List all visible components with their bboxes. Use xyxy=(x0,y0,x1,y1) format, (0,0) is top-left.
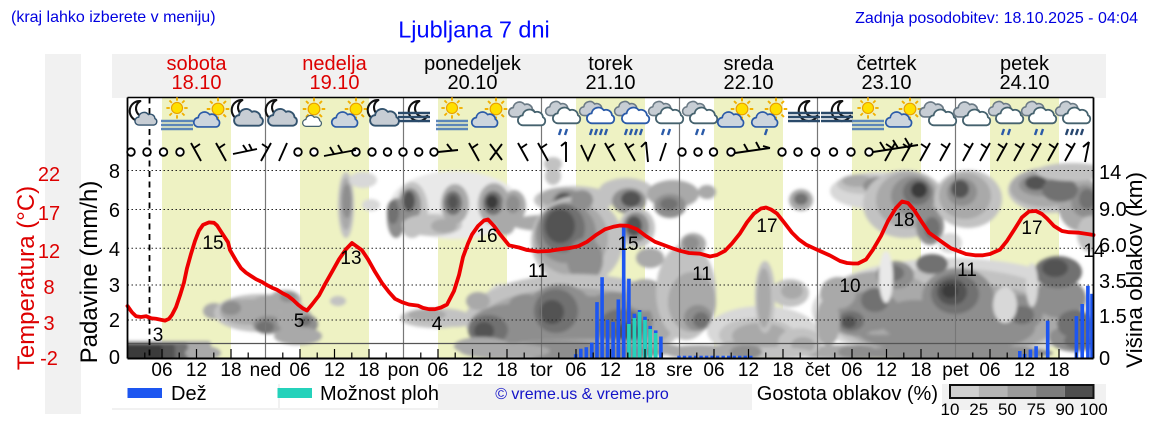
svg-text:06: 06 xyxy=(841,360,862,381)
svg-text:23.10: 23.10 xyxy=(861,72,911,94)
svg-text:6: 6 xyxy=(109,200,120,222)
svg-text:75: 75 xyxy=(1027,400,1046,419)
svg-text:11: 11 xyxy=(957,260,977,281)
svg-text:17: 17 xyxy=(756,216,777,237)
svg-text:12: 12 xyxy=(38,241,60,263)
svg-text:torek: torek xyxy=(588,53,633,75)
svg-text:12: 12 xyxy=(600,360,621,381)
svg-text:1.5: 1.5 xyxy=(1099,306,1127,328)
svg-text:12: 12 xyxy=(186,360,207,381)
svg-text:čet: čet xyxy=(805,360,831,381)
svg-text:90: 90 xyxy=(1055,400,1074,419)
svg-text:3.5: 3.5 xyxy=(1099,271,1127,293)
svg-text:3: 3 xyxy=(109,275,120,297)
svg-text:nedelja: nedelja xyxy=(302,53,367,75)
svg-text:pon: pon xyxy=(388,360,420,381)
svg-text:2: 2 xyxy=(109,310,120,332)
svg-text:18.10: 18.10 xyxy=(171,72,221,94)
svg-text:Padavine (mm/h): Padavine (mm/h) xyxy=(76,181,103,364)
svg-text:9.0: 9.0 xyxy=(1099,199,1127,221)
svg-text:Dež: Dež xyxy=(171,383,207,405)
svg-text:19.10: 19.10 xyxy=(309,72,359,94)
svg-text:100: 100 xyxy=(1079,400,1107,419)
svg-text:18: 18 xyxy=(772,360,793,381)
svg-text:11: 11 xyxy=(528,261,548,282)
svg-text:12: 12 xyxy=(738,360,759,381)
svg-text:0: 0 xyxy=(109,347,120,369)
svg-text:06: 06 xyxy=(289,360,310,381)
svg-text:pet: pet xyxy=(942,360,969,381)
svg-text:15: 15 xyxy=(617,234,638,255)
svg-text:21.10: 21.10 xyxy=(585,72,635,94)
svg-text:18: 18 xyxy=(358,360,379,381)
svg-text:12: 12 xyxy=(1014,360,1035,381)
svg-text:24.10: 24.10 xyxy=(999,72,1049,94)
svg-text:18: 18 xyxy=(1048,360,1069,381)
svg-text:sre: sre xyxy=(666,360,692,381)
svg-text:sreda: sreda xyxy=(723,53,774,75)
svg-text:12: 12 xyxy=(324,360,345,381)
svg-text:06: 06 xyxy=(427,360,448,381)
svg-text:18: 18 xyxy=(893,210,914,231)
svg-text:Ljubljana 7 dni: Ljubljana 7 dni xyxy=(398,17,550,43)
svg-text:13: 13 xyxy=(340,248,361,269)
svg-text:18: 18 xyxy=(910,360,931,381)
svg-text:© vreme.us & vreme.pro: © vreme.us & vreme.pro xyxy=(495,386,669,403)
svg-text:sobota: sobota xyxy=(166,53,227,75)
svg-text:Višina oblakov (km): Višina oblakov (km) xyxy=(1122,172,1147,368)
svg-text:50: 50 xyxy=(998,400,1017,419)
svg-text:4: 4 xyxy=(432,314,443,335)
svg-text:5: 5 xyxy=(294,311,305,332)
svg-text:10: 10 xyxy=(839,276,860,297)
svg-text:petek: petek xyxy=(1000,53,1050,75)
svg-text:20.10: 20.10 xyxy=(447,72,497,94)
svg-text:Možnost ploh: Možnost ploh xyxy=(320,383,439,405)
svg-text:tor: tor xyxy=(530,360,553,381)
svg-text:3: 3 xyxy=(153,325,164,346)
svg-text:06: 06 xyxy=(565,360,586,381)
svg-text:6.0: 6.0 xyxy=(1099,235,1127,257)
svg-text:Temperatura (°C): Temperatura (°C) xyxy=(13,186,40,370)
svg-text:06: 06 xyxy=(151,360,172,381)
svg-text:17: 17 xyxy=(1021,218,1042,239)
svg-text:17: 17 xyxy=(38,203,60,225)
svg-text:14: 14 xyxy=(1099,162,1121,184)
svg-text:12: 12 xyxy=(462,360,483,381)
svg-text:8: 8 xyxy=(109,161,120,183)
svg-text:ponedeljek: ponedeljek xyxy=(424,53,522,75)
svg-text:ned: ned xyxy=(250,360,282,381)
svg-text:16: 16 xyxy=(476,226,497,247)
svg-text:06: 06 xyxy=(703,360,724,381)
svg-text:22.10: 22.10 xyxy=(723,72,773,94)
svg-text:8: 8 xyxy=(43,277,54,299)
svg-text:Zadnja posodobitev: 18.10.2025: Zadnja posodobitev: 18.10.2025 - 04:04 xyxy=(855,10,1138,27)
svg-text:3: 3 xyxy=(43,313,54,335)
svg-text:11: 11 xyxy=(692,264,712,285)
svg-text:18: 18 xyxy=(220,360,241,381)
svg-text:06: 06 xyxy=(979,360,1000,381)
svg-text:(kraj lahko izberete v meniju): (kraj lahko izberete v meniju) xyxy=(11,9,216,26)
svg-text:Gostota oblakov (%): Gostota oblakov (%) xyxy=(757,383,938,405)
svg-text:4: 4 xyxy=(109,239,120,261)
svg-text:25: 25 xyxy=(969,400,988,419)
svg-text:12: 12 xyxy=(876,360,897,381)
svg-text:-2: -2 xyxy=(40,348,58,370)
svg-text:15: 15 xyxy=(202,233,223,254)
svg-text:0: 0 xyxy=(1099,348,1110,370)
svg-text:četrtek: četrtek xyxy=(856,53,917,75)
svg-text:14: 14 xyxy=(1083,241,1105,262)
svg-text:10: 10 xyxy=(941,400,960,419)
svg-text:18: 18 xyxy=(634,360,655,381)
svg-text:22: 22 xyxy=(38,164,60,186)
svg-text:18: 18 xyxy=(496,360,517,381)
